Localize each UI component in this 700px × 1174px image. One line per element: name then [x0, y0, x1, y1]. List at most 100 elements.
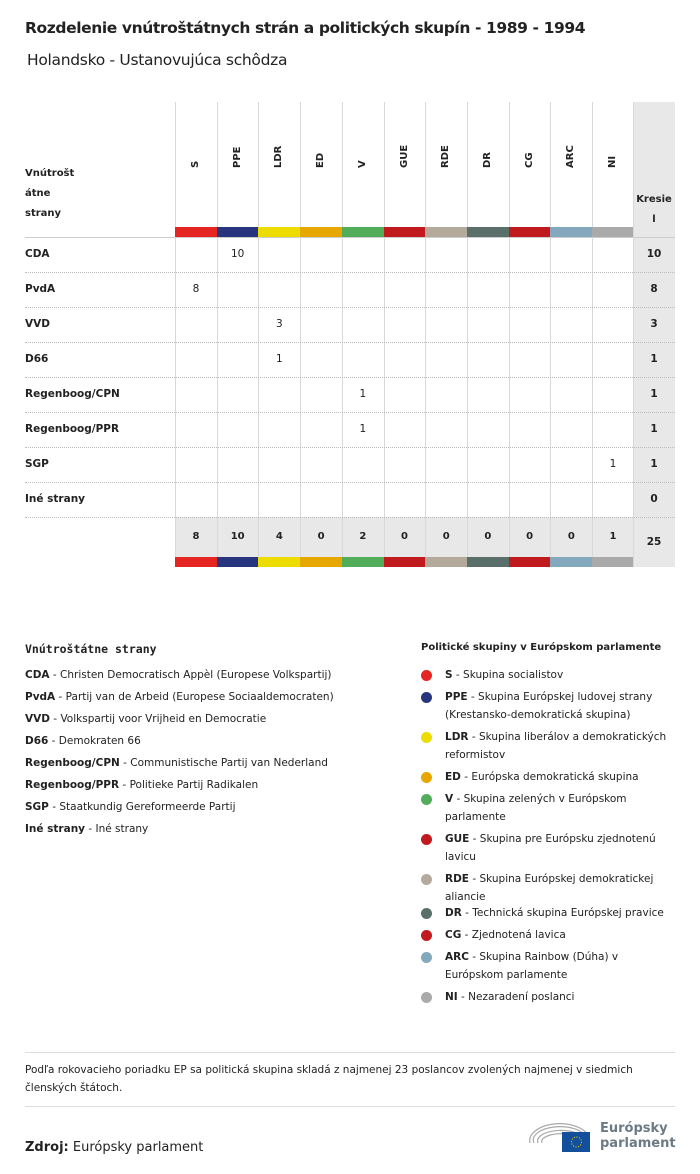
row-header: Vnútrošt [25, 168, 75, 179]
row-total: 1 [650, 458, 658, 470]
group-color-bar [425, 557, 468, 567]
group-color-dot [421, 992, 432, 1003]
group-name: Zjednotená lavica [471, 929, 566, 941]
row-divider [25, 412, 675, 413]
column-divider [633, 102, 634, 567]
row-divider [25, 482, 675, 483]
column-total: 2 [359, 531, 367, 542]
column-header-s: S [190, 160, 201, 168]
column-divider [425, 102, 427, 567]
column-header-ed: ED [315, 152, 327, 168]
source-label: Zdroj: [25, 1140, 69, 1155]
seat-count: 3 [276, 318, 283, 330]
row-total: 1 [650, 353, 658, 365]
row-label: D66 [25, 353, 49, 365]
group-name: Skupina Európskej demokratickej aliancie [445, 873, 654, 903]
group-color-bar [425, 227, 468, 237]
group-name: Skupina Rainbow (Dúha) v Európskom parla… [445, 951, 619, 981]
group-name: Nezaradení poslanci [468, 991, 575, 1003]
column-total: 0 [567, 531, 575, 542]
seat-count: 1 [359, 388, 367, 400]
ep-logo: Európsky parlament [528, 1115, 678, 1155]
column-total: 8 [192, 531, 200, 542]
group-code: LDR [445, 731, 469, 743]
column-total: 0 [442, 531, 450, 542]
party-name: Christen Democratisch Appèl (Europese Vo… [60, 669, 332, 681]
party-code: PvdA [25, 691, 56, 703]
column-divider [216, 102, 218, 567]
row-label: PvdA [25, 283, 56, 295]
group-color-bar [341, 227, 384, 237]
chart-subtitle: Holandsko - Ustanovujúca schôdza [27, 51, 288, 69]
group-color-dot [421, 908, 432, 919]
group-color-bar [216, 557, 259, 567]
party-legend-item: Regenboog/PPR - Politieke Partij Radikal… [25, 779, 259, 791]
totals-row-bg [175, 517, 633, 557]
column-divider [300, 102, 302, 567]
source: Zdroj: Európsky parlament [25, 1140, 203, 1155]
group-name: Skupina liberálov a demokratických refor… [445, 731, 667, 761]
row-total: 0 [650, 493, 658, 505]
column-divider [550, 102, 552, 567]
column-total: 0 [317, 531, 325, 542]
grand-total: 25 [646, 536, 662, 548]
party-legend-item: D66 - Demokraten 66 [25, 735, 141, 747]
column-divider [258, 102, 260, 567]
group-color-bar [341, 557, 384, 567]
group-name: Európska demokratická skupina [471, 771, 639, 783]
column-total: 0 [526, 531, 534, 542]
row-total: 1 [650, 423, 658, 435]
column-header-v: V [356, 160, 368, 168]
column-divider [508, 102, 510, 567]
group-color-bar [258, 227, 301, 237]
group-color-bar [466, 227, 510, 237]
group-color-dot [421, 772, 432, 783]
group-name: Skupina socialistov [463, 669, 564, 681]
group-code: ARC [445, 951, 469, 963]
column-total: 4 [275, 531, 283, 542]
header-divider [25, 237, 675, 238]
column-header-dr: DR [481, 151, 493, 168]
group-color-bar [383, 557, 426, 567]
row-divider [25, 272, 675, 273]
row-total: 8 [650, 283, 658, 295]
group-code: CG [445, 929, 462, 941]
group-legend-item: RDE - Skupina Európskej demokratickej al… [445, 873, 654, 903]
party-code: CDA [25, 669, 50, 681]
column-header-arc: ARC [565, 145, 577, 168]
group-color-dot [421, 732, 432, 743]
row-divider [25, 342, 675, 343]
party-legend-item: CDA - Christen Democratisch Appèl (Europ… [25, 669, 332, 681]
row-divider [25, 447, 675, 448]
group-name: Skupina pre Európsku zjednotenú lavicu [445, 833, 656, 863]
parties-legend-title: Vnútroštátne strany [25, 642, 157, 656]
column-divider [592, 102, 593, 567]
column-divider [175, 102, 176, 567]
party-code: SGP [25, 801, 49, 813]
column-total: 10 [230, 531, 245, 542]
row-label: Regenboog/CPN [25, 388, 120, 400]
group-name: Technická skupina Európskej pravice [472, 907, 664, 919]
group-legend-item: PPE - Skupina Európskej ludovej strany (… [445, 691, 653, 721]
row-label: VVD [25, 318, 50, 330]
groups-legend-title: Politické skupiny v Európskom parlamente [421, 642, 662, 653]
group-code: ED [445, 771, 461, 783]
party-legend-item: VVD - Volkspartij voor Vrijheid en Democ… [25, 713, 267, 725]
row-label: CDA [25, 248, 50, 260]
seat-count: 1 [276, 353, 283, 365]
group-legend-item: V - Skupina zelených v Európskom parlame… [445, 793, 627, 823]
column-total: 0 [484, 531, 492, 542]
group-name: Skupina zelených v Európskom parlamente [445, 793, 627, 823]
group-name: Skupina Európskej ludovej strany (Kresta… [445, 691, 653, 721]
divider [25, 1106, 675, 1107]
hemicycle-icon [529, 1123, 591, 1152]
group-legend-item: ED - Európska demokratická skupina [445, 771, 639, 783]
total-header: l [652, 214, 656, 225]
row-total: 3 [650, 318, 658, 330]
group-code: GUE [445, 833, 470, 845]
column-header-rde: RDE [440, 145, 452, 168]
group-color-dot [421, 692, 432, 703]
column-total: 1 [609, 531, 617, 542]
column-total: 0 [401, 531, 408, 542]
group-color-bar [466, 557, 510, 567]
